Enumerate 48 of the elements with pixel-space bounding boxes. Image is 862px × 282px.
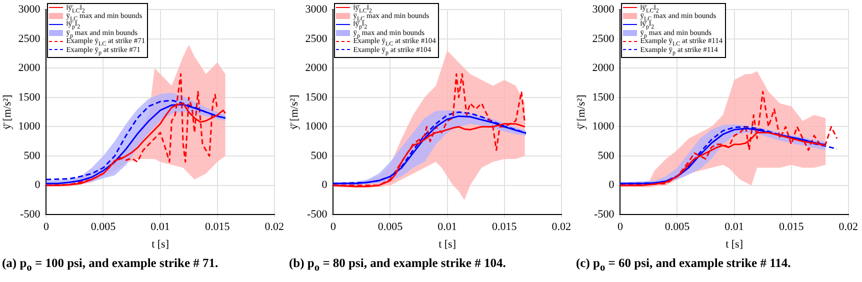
x-tick-label: 0.015 — [778, 221, 804, 234]
y-tick-label: 2500 — [305, 32, 328, 45]
y-tick-label: -500 — [594, 208, 615, 220]
x-tick-label: 0.02 — [264, 221, 284, 234]
text: (a) p$_{o}$ = 100 psi, and example strike # 71. — [1, 255, 220, 276]
text: (c) p$_{o}$ = 60 psi, and example strike # 114. — [575, 255, 792, 276]
y-tick-label: 1500 — [592, 91, 615, 104]
x-tick-label: 0.005 — [90, 221, 116, 234]
x-tick-label: 0 — [617, 221, 624, 234]
x-tick-label: 0.005 — [664, 221, 690, 234]
x-tick-label: 0.005 — [378, 221, 404, 234]
y-tick-label: 1000 — [305, 120, 328, 133]
y-tick-label: 0 — [608, 179, 615, 192]
x-tick-label: 0.02 — [838, 221, 858, 234]
y-tick-label: 2500 — [592, 32, 615, 45]
x-axis-title: t [s] — [438, 238, 456, 250]
x-tick-label: 0.015 — [204, 221, 230, 234]
y-axis-title: ÿ̄ [m/s²] — [575, 94, 588, 130]
y-tick-label: 500 — [24, 150, 41, 162]
y-tick-label: 3000 — [18, 3, 41, 16]
y-tick-label: 500 — [598, 150, 615, 162]
y-tick-label: 1000 — [18, 120, 41, 133]
y-tick-label: 3000 — [305, 3, 328, 16]
y-tick-label: -500 — [20, 208, 41, 220]
y-tick-label: 0 — [322, 179, 328, 192]
x-axis-title: t [s] — [152, 238, 169, 250]
y-tick-label: 3000 — [592, 3, 615, 16]
y-axis-title: ÿ̄ [m/s²] — [1, 94, 14, 130]
x-tick-label: 0.01 — [724, 221, 744, 234]
y-tick-label: -500 — [307, 208, 328, 220]
x-tick-label: 0 — [43, 221, 50, 234]
text: (b) p$_{o}$ = 80 psi, and example strike # 104. — [288, 255, 507, 276]
y-tick-label: 1500 — [305, 91, 328, 104]
y-tick-label: 2000 — [592, 62, 615, 74]
x-tick-label: 0.015 — [492, 221, 518, 234]
x-tick-label: 0 — [330, 221, 336, 234]
y-tick-label: 1000 — [592, 120, 615, 133]
y-tick-label: 1500 — [18, 91, 41, 104]
y-tick-label: 0 — [34, 179, 41, 192]
x-tick-label: 0.02 — [552, 221, 571, 234]
y-tick-label: 2500 — [18, 32, 41, 45]
y-tick-label: 500 — [310, 150, 328, 162]
y-axis-title: ÿ̄ [m/s²] — [288, 94, 300, 130]
x-tick-label: 0.01 — [438, 221, 457, 234]
x-axis-title: t [s] — [726, 238, 743, 250]
y-tick-label: 2000 — [305, 62, 328, 74]
y-tick-label: 2000 — [18, 62, 41, 74]
x-tick-label: 0.01 — [150, 221, 170, 234]
